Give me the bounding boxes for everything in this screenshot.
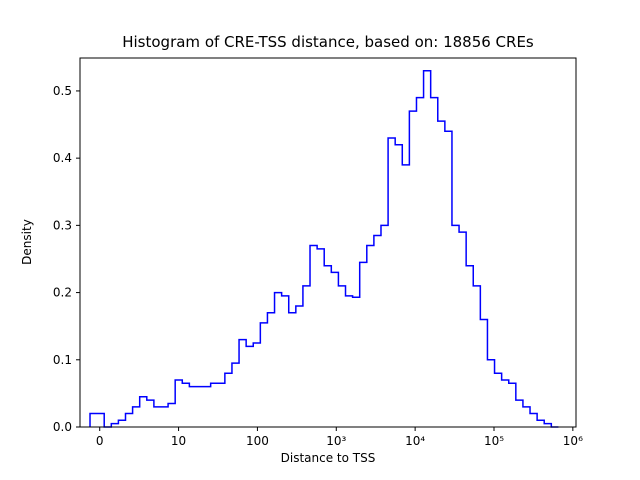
y-axis-label: Density	[20, 219, 34, 265]
axes-frame	[79, 57, 577, 428]
y-tick-label: 0.5	[53, 84, 72, 98]
y-tick-label: 0.4	[53, 151, 72, 165]
x-tick-label: 10⁵	[484, 434, 504, 448]
x-tick-label: 0	[96, 434, 104, 448]
y-tick-label: 0.1	[53, 353, 72, 367]
x-axis-label: Distance to TSS	[280, 451, 376, 465]
x-tick-label: 10³	[326, 434, 346, 448]
histogram-step-line	[89, 70, 559, 428]
y-tick-label: 0.0	[53, 420, 72, 434]
x-tick-label: 10⁶	[563, 434, 583, 448]
x-tick-label: 10⁴	[405, 434, 425, 448]
x-tick-label: 100	[246, 434, 269, 448]
chart-title: Histogram of CRE-TSS distance, based on:…	[122, 33, 534, 51]
x-tick-label: 10	[171, 434, 186, 448]
y-tick-label: 0.2	[53, 286, 72, 300]
y-tick-label: 0.3	[53, 218, 72, 232]
